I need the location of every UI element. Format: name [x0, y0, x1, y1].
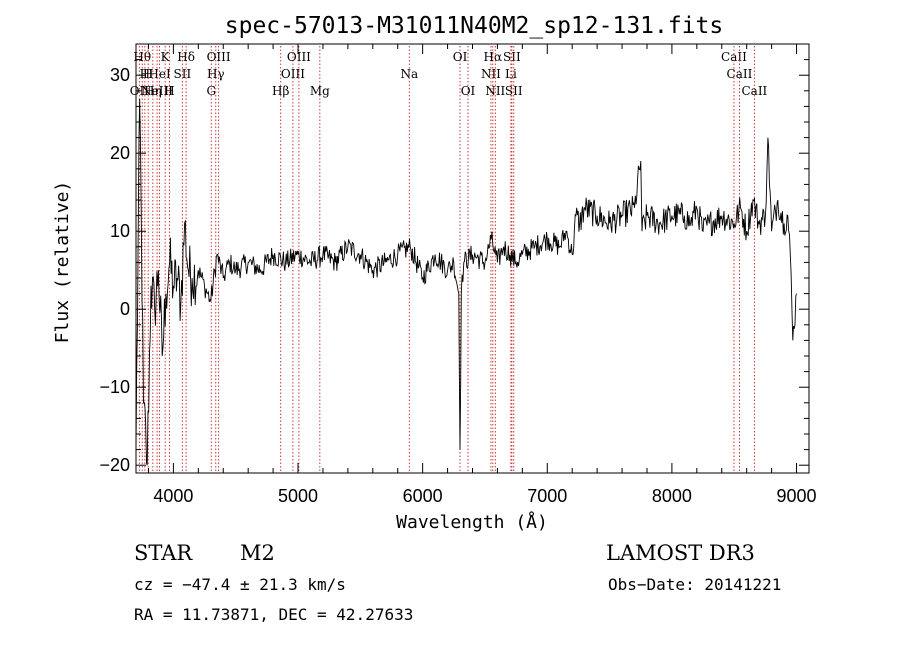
emission-line-label: OIII [287, 50, 311, 64]
emission-line-label: HeI [148, 67, 171, 81]
y-tick-label: 10 [110, 221, 130, 241]
emission-line-label: H [164, 84, 174, 98]
emission-line-label: G [206, 84, 216, 98]
emission-line-label: Hθ [133, 50, 151, 64]
emission-line-label: OI [461, 84, 476, 98]
x-axis-label: Wavelength (Å) [396, 511, 548, 533]
emission-line-label: Hβ [272, 84, 289, 98]
coordinates: RA = 11.73871, DEC = 42.27633 [134, 605, 413, 624]
redshift-readout: cz = −47.4 ± 21.3 km/s [134, 575, 346, 594]
y-tick-label: −20 [99, 455, 130, 475]
emission-line-label: Hα [484, 50, 503, 64]
object-subclass: M2 [240, 541, 275, 565]
emission-line-label: Hδ [177, 50, 195, 64]
y-axis: −20 −10 0 10 20 30 [99, 59, 809, 475]
emission-line-label: NeIII [141, 84, 173, 98]
emission-line-label: CaII [721, 50, 747, 64]
emission-line-label: Mg [310, 84, 330, 98]
emission-line-label: CaII [727, 67, 753, 81]
survey-name: LAMOST DR3 [606, 541, 755, 565]
spectrum-series-line [135, 98, 797, 466]
y-tick-label: −10 [99, 377, 130, 397]
emission-line-label: H [143, 67, 153, 81]
emission-line-label: Hγ [207, 67, 225, 81]
x-axis: 4000 5000 6000 7000 8000 9000 [147, 44, 817, 506]
emission-lines: OIIHθHHHηNeIIIHeIKHSIIHδGHγOIIIHβOIIIOII… [130, 46, 768, 473]
obs-date: Obs−Date: 20141221 [608, 575, 781, 594]
emission-line-label: NII [485, 84, 505, 98]
emission-line-label: NII [481, 67, 501, 81]
x-tick-label: 7000 [527, 486, 567, 506]
y-tick-label: 20 [110, 143, 130, 163]
emission-line-label: OIII [281, 67, 305, 81]
x-tick-label: 4000 [153, 486, 193, 506]
x-tick-label: 9000 [777, 486, 817, 506]
emission-line-label: CaII [741, 84, 767, 98]
emission-line-label: Li [505, 67, 517, 81]
emission-line-label: SII [174, 67, 192, 81]
emission-line-label: SII [505, 84, 523, 98]
y-tick-label: 30 [110, 65, 130, 85]
emission-line-label: SII [503, 50, 521, 64]
emission-line-label: OI [453, 50, 468, 64]
emission-line-label: Hη [144, 84, 162, 98]
emission-line-label: K [161, 50, 171, 64]
emission-line-label: Na [400, 67, 418, 81]
x-tick-label: 6000 [403, 486, 443, 506]
x-tick-label: 8000 [652, 486, 692, 506]
x-tick-label: 5000 [278, 486, 318, 506]
object-class: STAR [134, 541, 193, 565]
y-axis-label: Flux (relative) [52, 181, 73, 344]
chart-title: spec-57013-M31011N40M2_sp12-131.fits [225, 13, 724, 39]
emission-line-label: H [140, 67, 150, 81]
y-tick-label: 0 [120, 299, 130, 319]
emission-line-label: OIII [207, 50, 231, 64]
